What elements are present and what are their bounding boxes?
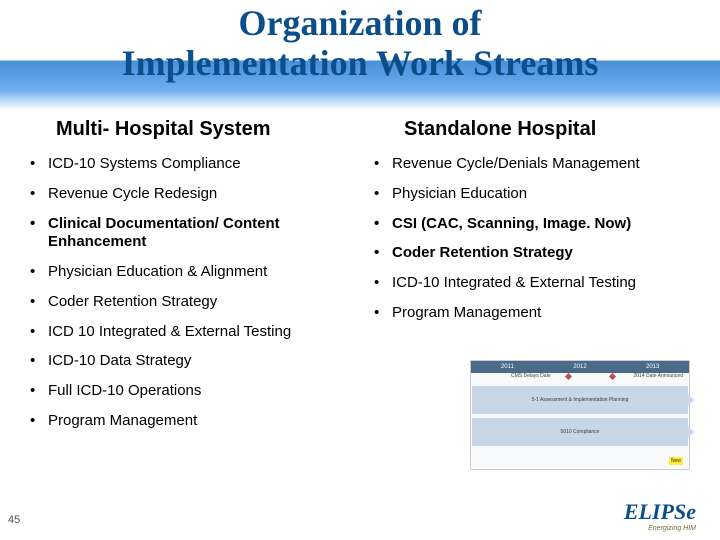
- title-line-1: Organization of: [239, 3, 482, 43]
- list-item: ICD 10 Integrated & External Testing: [30, 323, 364, 342]
- list-item: Full ICD-10 Operations: [30, 382, 364, 401]
- list-item: CSI (CAC, Scanning, Image. Now): [374, 215, 708, 234]
- list-item: Revenue Cycle Redesign: [30, 185, 364, 204]
- list-item: ICD-10 Systems Compliance: [30, 155, 364, 174]
- list-item: Program Management: [30, 412, 364, 431]
- list-item: Coder Retention Strategy: [374, 244, 708, 263]
- list-item: Coder Retention Strategy: [30, 293, 364, 312]
- columns-container: Multi- Hospital System ICD-10 Systems Co…: [30, 118, 708, 442]
- title-line-2: Implementation Work Streams: [122, 43, 599, 83]
- page-number: 45: [8, 514, 20, 526]
- left-list: ICD-10 Systems Compliance Revenue Cycle R…: [30, 155, 364, 431]
- list-item: Revenue Cycle/Denials Management: [374, 155, 708, 174]
- right-list: Revenue Cycle/Denials Management Physicia…: [374, 155, 708, 323]
- list-item: ICD-10 Integrated & External Testing: [374, 274, 708, 293]
- left-heading: Multi- Hospital System: [30, 118, 364, 141]
- slide-title: Organization of Implementation Work Stre…: [0, 4, 720, 83]
- right-heading: Standalone Hospital: [374, 118, 708, 141]
- logo-main: ELIPSe: [624, 499, 696, 525]
- list-item: Physician Education: [374, 185, 708, 204]
- right-column: Standalone Hospital Revenue Cycle/Denial…: [374, 118, 708, 442]
- logo-sub: Energizing HIM: [624, 525, 696, 532]
- new-badge: New: [669, 457, 683, 465]
- list-item: Physician Education & Alignment: [30, 263, 364, 282]
- list-item: ICD-10 Data Strategy: [30, 352, 364, 371]
- logo: ELIPSe Energizing HIM: [624, 499, 696, 532]
- left-column: Multi- Hospital System ICD-10 Systems Co…: [30, 118, 364, 442]
- list-item: Program Management: [374, 304, 708, 323]
- list-item: Clinical Documentation/ Content Enhancem…: [30, 215, 364, 253]
